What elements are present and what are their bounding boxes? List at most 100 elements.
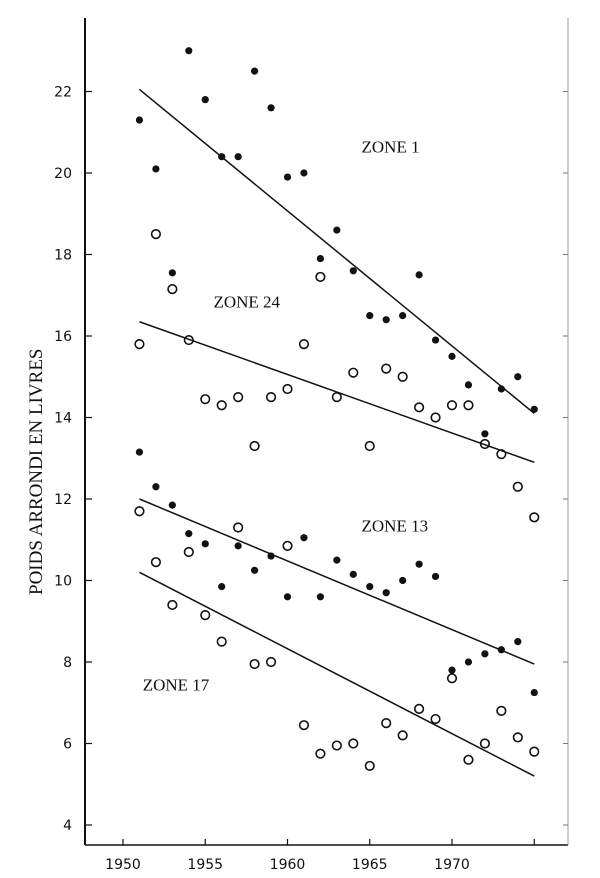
- zone-13-point: [415, 560, 423, 568]
- y-tick-label: 16: [54, 329, 72, 345]
- zone-13-label: ZONE 13: [362, 517, 429, 536]
- zone-13-point: [431, 572, 440, 581]
- zone-13-point: [349, 570, 357, 578]
- zone-17-point: [265, 656, 277, 668]
- zone-24-point: [364, 440, 375, 452]
- zone-1-point: [234, 153, 242, 161]
- zone-17-point: [200, 610, 211, 621]
- zone-24-point: [414, 402, 425, 413]
- zone-17-point: [414, 703, 425, 714]
- zone-labels: ZONE 1 ZONE 24 ZONE 13 ZONE 17: [143, 138, 428, 695]
- y-tick-label: 6: [63, 737, 72, 753]
- data-points: [134, 47, 540, 772]
- zone-13-point: [399, 576, 407, 585]
- zone-17-point: [512, 732, 523, 743]
- zone-17-point: [430, 713, 441, 725]
- zone-17-point: [463, 754, 474, 765]
- zone-17-point: [183, 546, 194, 558]
- zone-17-point: [233, 522, 244, 533]
- y-tick-label: 20: [54, 166, 72, 182]
- zone-13-point: [234, 542, 242, 550]
- y-tick-label: 22: [54, 85, 72, 101]
- zone-24-point: [496, 449, 507, 460]
- zone-17-point: [249, 658, 260, 670]
- zone-24-label: ZONE 24: [213, 292, 280, 311]
- zone-17-point: [397, 730, 408, 741]
- zone-1-point: [415, 271, 423, 279]
- zone-1-point: [399, 312, 407, 320]
- zone-24-point: [249, 440, 260, 452]
- zone-1-point: [168, 269, 176, 277]
- x-tick-label: 1965: [352, 857, 388, 873]
- zone-13-point: [448, 666, 456, 674]
- zone-1-point: [300, 169, 308, 177]
- zone-17-point: [348, 738, 359, 749]
- zone-13-point: [497, 646, 505, 654]
- zone-13-point: [283, 593, 292, 601]
- y-tick-label: 10: [54, 574, 72, 590]
- zone-1-trend-line: [138, 88, 535, 415]
- zone-1-point: [349, 267, 357, 275]
- zone-24-point: [397, 371, 408, 382]
- zone-17-point: [282, 540, 293, 551]
- zone-13-point: [185, 530, 193, 538]
- y-tick-label: 8: [63, 655, 72, 671]
- zone-24-point: [331, 392, 342, 403]
- zone-1-point: [152, 165, 160, 173]
- zone-1-point: [514, 373, 522, 381]
- zone-1-point: [530, 405, 538, 413]
- zone-24-point: [167, 284, 178, 295]
- zone-1-point: [251, 67, 259, 75]
- zone-24-point: [298, 339, 310, 350]
- zone-13-point: [152, 483, 160, 491]
- zone-17-point: [364, 760, 375, 772]
- y-tick-label: 4: [63, 818, 72, 834]
- zone-17-point: [167, 599, 178, 611]
- zone-13-point: [300, 534, 308, 542]
- zone-1-point: [333, 226, 341, 234]
- x-axis: 1950 1955 1960 1965 1970: [105, 839, 535, 873]
- plot-frame: [84, 18, 569, 846]
- x-tick-label: 1955: [187, 857, 223, 873]
- y-axis-label: POIDS ARRONDI EN LIVRES: [26, 349, 47, 596]
- x-tick-label: 1970: [434, 857, 470, 873]
- trend-lines: [138, 88, 535, 777]
- zone-13-point: [201, 540, 209, 548]
- zone-13-point: [333, 556, 341, 564]
- x-tick-label: 1960: [270, 857, 306, 873]
- zone-1-point: [431, 336, 440, 344]
- zone-17-point: [331, 740, 342, 751]
- zone-17-point: [216, 636, 227, 647]
- zone-1-point: [448, 352, 456, 360]
- zone-13-point: [382, 589, 390, 597]
- zone-1-point: [201, 96, 209, 104]
- zone-1-point: [316, 254, 324, 263]
- zone-24-point: [282, 383, 293, 395]
- zone-17-point: [496, 705, 507, 717]
- zone-24-point: [200, 394, 211, 405]
- zone-1-point: [218, 153, 226, 161]
- zone-17-point: [479, 738, 491, 749]
- y-tick-label: 14: [54, 411, 72, 427]
- zone-24-point: [233, 392, 244, 403]
- y-tick-label: 12: [54, 492, 72, 508]
- zone-17-point: [298, 720, 310, 731]
- y-axis: 4 6 8 10 12 14 16 18 20 22: [54, 85, 568, 834]
- zone-17-point: [529, 746, 540, 757]
- zone-1-point: [283, 173, 292, 181]
- zone-1-label: ZONE 1: [362, 138, 420, 157]
- zone-1-point: [481, 430, 489, 438]
- zone-1-point: [267, 104, 275, 112]
- zone-1-point: [382, 316, 390, 324]
- zone-13-trend-line: [139, 498, 535, 665]
- zone-24-point: [463, 400, 474, 411]
- zone-17-point: [134, 506, 145, 517]
- zone-17-point: [315, 748, 326, 759]
- zone-24-point: [265, 392, 277, 403]
- zone-13-point: [251, 566, 259, 574]
- zone-24-point: [183, 334, 194, 346]
- zone-13-point: [316, 593, 324, 601]
- zone-13-point: [514, 638, 522, 646]
- zone-13-point: [464, 658, 473, 666]
